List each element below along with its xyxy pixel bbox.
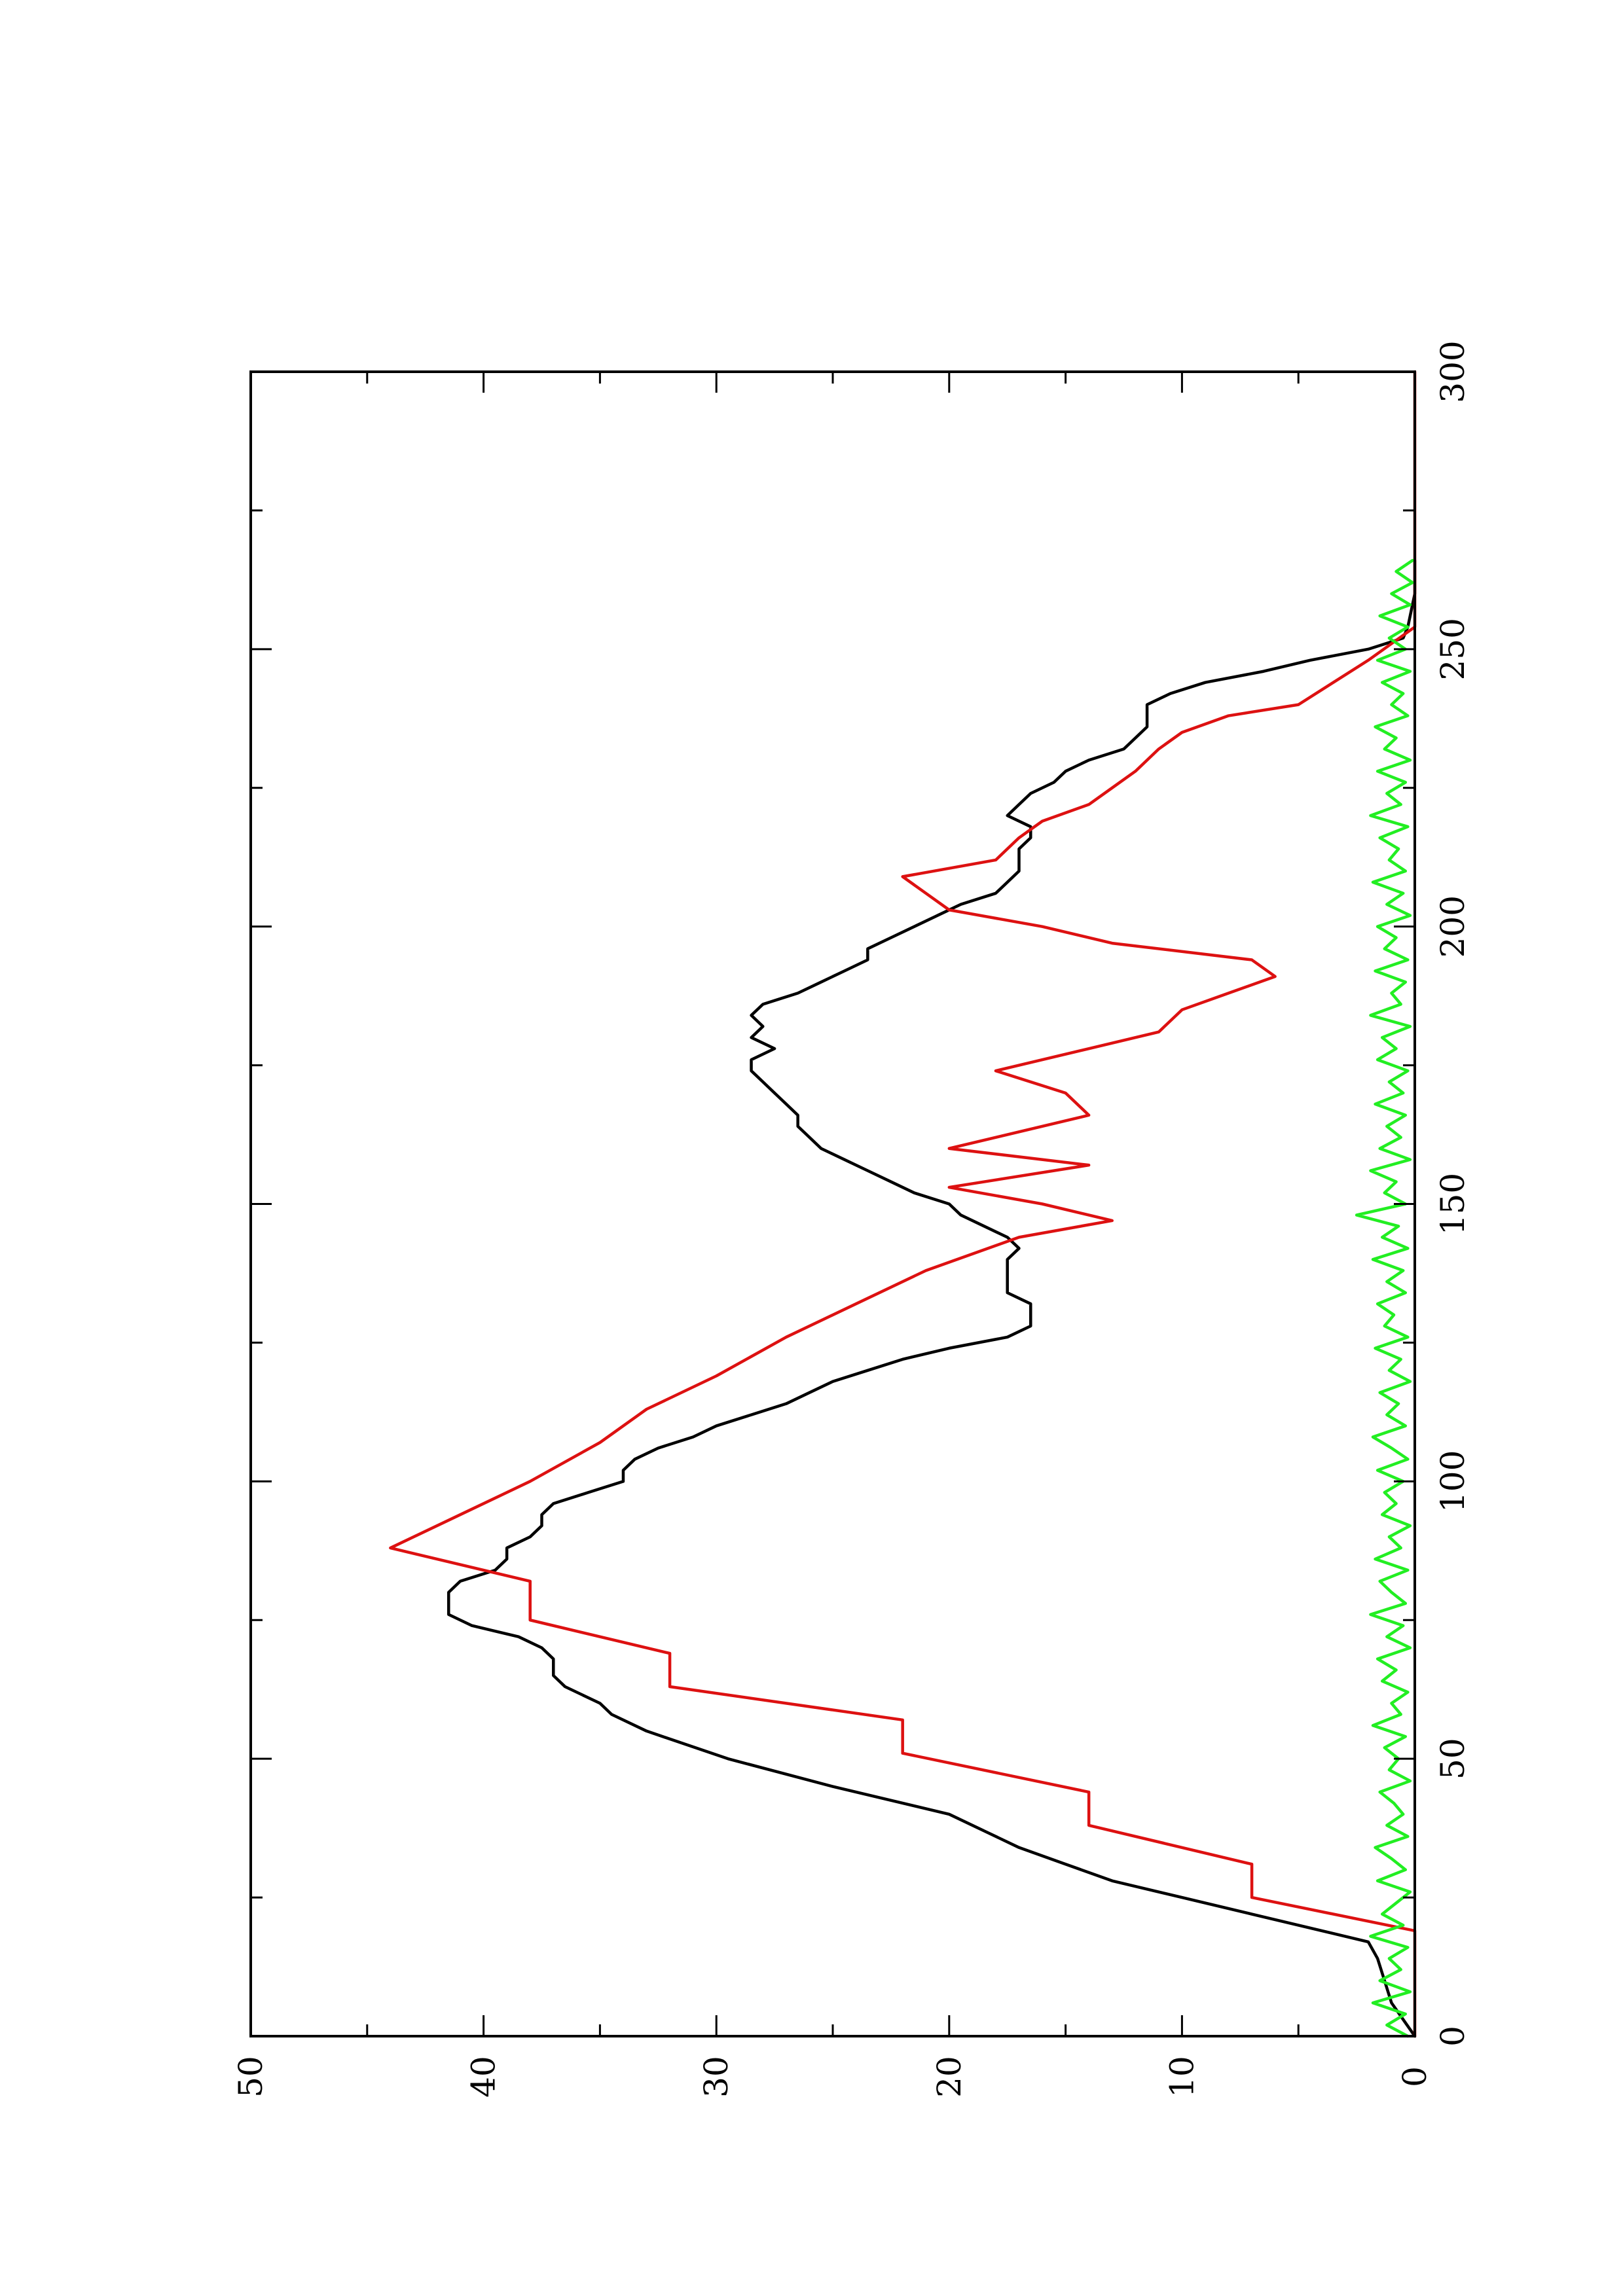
y-tick-label: 40 [465, 2056, 503, 2098]
series-layer [389, 370, 1417, 2038]
x-tick-label: 150 [1434, 1173, 1472, 1235]
x-tick-label: 300 [1434, 340, 1472, 403]
plot-frame [249, 370, 1416, 2037]
y-tick-label: 30 [697, 2056, 735, 2098]
x-tick-label: 0 [1434, 2026, 1472, 2047]
x-tick-label: 200 [1434, 895, 1472, 958]
x-tick-label: 100 [1434, 1450, 1472, 1513]
y-tick-label: 50 [232, 2056, 270, 2098]
series-line-1 [447, 558, 1417, 2038]
y-tick-label: 0 [1396, 2066, 1434, 2087]
y-tick-label: 10 [1163, 2056, 1201, 2098]
series-line-2 [389, 370, 1417, 2038]
y-tick-label: 20 [930, 2056, 968, 2098]
label-layer: 0 50 100 150 200 250 300 0 10 20 30 40 50 [232, 340, 1472, 2098]
x-tick-label: 250 [1434, 618, 1472, 680]
x-tick-label: 50 [1434, 1738, 1472, 1780]
series-line-3 [1355, 558, 1414, 2038]
